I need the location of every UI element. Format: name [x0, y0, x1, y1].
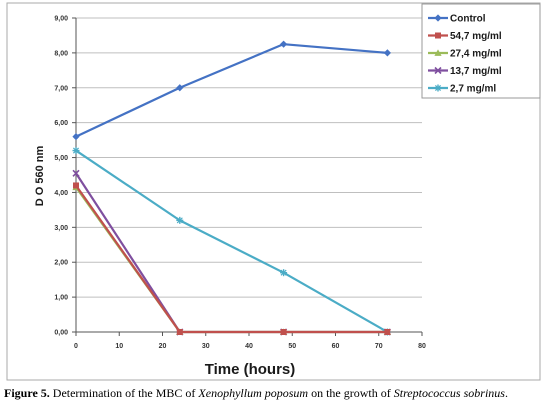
data-point [72, 147, 80, 155]
legend-marker [435, 32, 441, 39]
marker-stroke [434, 66, 442, 75]
chart-outer-border [6, 2, 541, 381]
y-tick-label: 0,00 [54, 330, 68, 337]
y-tick-label: 6,00 [54, 120, 68, 127]
legend: Control 54,7 mg/ml 27,4 mg/ml 13,7 mg/ml 2,7… [428, 14, 502, 95]
caption-text-3: . [504, 386, 508, 400]
line-chart: 0,00 1,00 2,00 3,00 4,00 5,00 6,00 7,00 8,00 9,00… [6, 2, 541, 381]
series-line [75, 43, 388, 138]
legend-item: 27,4 mg/ml [428, 49, 502, 60]
y-tick-labels: 0,00 1,00 2,00 3,00 4,00 5,00 6,00 7,00 8,00 9,00 [54, 16, 68, 337]
caption-species-1: Xenophyllum poposum [198, 386, 309, 400]
x-tick-labels: 0 10 20 30 40 50 60 70 80 [74, 343, 426, 350]
series-control [72, 40, 391, 141]
legend-label: 27,4 mg/ml [450, 49, 502, 60]
legend-item: Control [428, 14, 486, 25]
x-tick-label: 80 [418, 343, 426, 350]
series-line [75, 149, 388, 333]
data-point [176, 84, 184, 92]
data-point [384, 329, 391, 335]
caption-text-1: Determination of the MBC of [49, 386, 199, 400]
legend-item: 13,7 mg/ml [428, 66, 502, 77]
x-axis-title: Time (hours) [205, 361, 296, 378]
legend-marker [434, 84, 442, 92]
x-tick-label: 10 [115, 343, 123, 350]
caption-text-2: on the growth of [308, 386, 394, 400]
marker-stroke [72, 169, 80, 177]
y-axis-title: D O 560 nm [34, 146, 46, 207]
caption-label: Figure 5. [4, 386, 50, 400]
data-point [176, 329, 183, 335]
legend-marker [434, 66, 442, 75]
y-tick-label: 1,00 [54, 295, 68, 302]
legend-label: Control [450, 14, 486, 25]
x-tick-label: 30 [202, 343, 210, 350]
y-tick-label: 7,00 [54, 85, 68, 92]
y-tick-label: 2,00 [54, 260, 68, 267]
legend-marker [434, 14, 442, 22]
data-point [280, 329, 287, 335]
x-tick-label: 40 [245, 343, 253, 350]
x-tick-label: 50 [288, 343, 296, 350]
series-line [75, 184, 388, 334]
data-point [176, 216, 184, 224]
y-tick-label: 4,00 [54, 190, 68, 197]
marker-stroke [280, 269, 287, 276]
x-tick-label: 0 [74, 343, 78, 350]
legend-item: 2,7 mg/ml [428, 84, 496, 95]
x-tick-label: 60 [332, 343, 340, 350]
legend-marker [434, 49, 442, 56]
series [72, 40, 391, 336]
marker-stroke [434, 84, 442, 92]
series-54-7-mg-ml [73, 182, 391, 335]
legend-label: 54,7 mg/ml [450, 31, 502, 42]
legend-label: 2,7 mg/ml [450, 84, 496, 95]
data-point [383, 49, 391, 57]
figure-caption: Figure 5. Determination of the MBC of Xe… [4, 386, 547, 401]
y-tick-label: 8,00 [54, 50, 68, 57]
x-tick-label: 70 [375, 343, 383, 350]
plot-area [76, 18, 422, 332]
y-tick-label: 9,00 [54, 16, 68, 23]
data-point [73, 182, 79, 189]
x-tick-label: 20 [159, 343, 167, 350]
y-tick-label: 5,00 [54, 155, 68, 162]
data-point [280, 40, 288, 48]
data-point [280, 269, 288, 277]
legend-item: 54,7 mg/ml [428, 31, 502, 42]
marker-stroke [72, 147, 80, 154]
legend-label: 13,7 mg/ml [450, 66, 502, 77]
data-point [72, 133, 80, 141]
legend-box [421, 3, 541, 99]
data-point [72, 169, 80, 177]
y-tick-label: 3,00 [54, 225, 68, 232]
marker-stroke [176, 217, 183, 224]
caption-species-2: Streptococcus sobrinus [393, 386, 505, 400]
